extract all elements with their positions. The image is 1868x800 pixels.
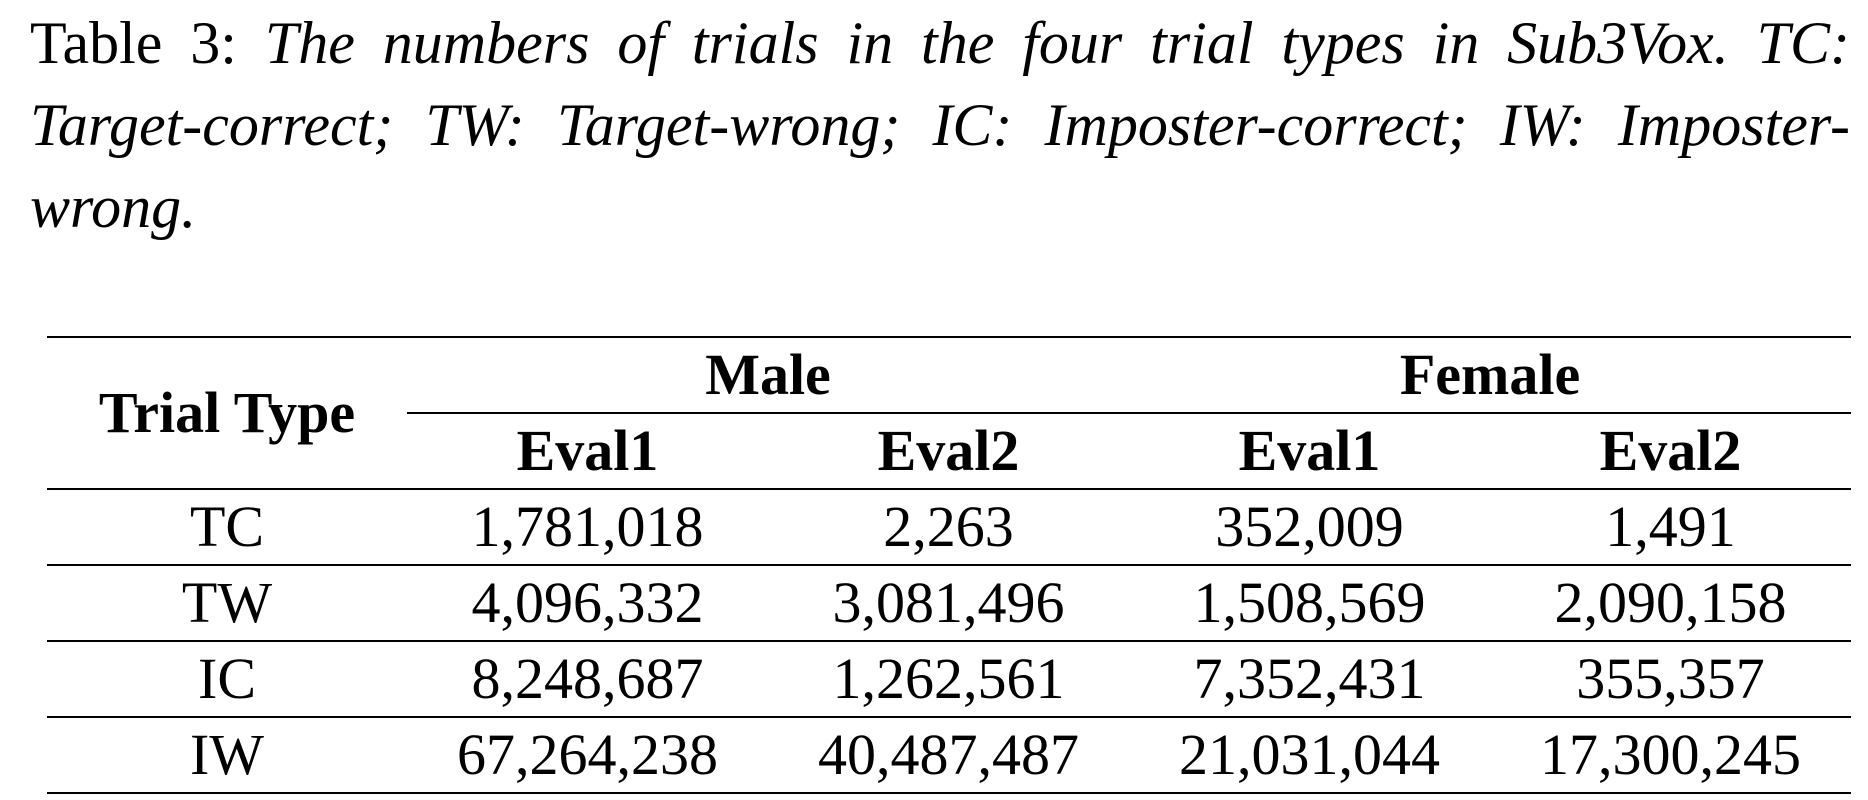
value-cell: 7,352,431 xyxy=(1129,640,1491,717)
header-row-groups: Trial Type Male Female xyxy=(47,336,1852,489)
caption-label: Table 3: xyxy=(30,10,237,76)
subheader-male-eval1: Eval1 xyxy=(516,418,659,483)
value-cell: 2,090,158 xyxy=(1490,564,1852,641)
value-cell: 355,357 xyxy=(1490,640,1852,717)
header-row-evals: Eval1 Eval2 Eval1 Eval2 xyxy=(47,413,1851,489)
value-cell: 2,263 xyxy=(768,488,1130,565)
value-cell: 8,248,687 xyxy=(407,640,768,717)
table-caption: Table 3: The numbers of trials in the fo… xyxy=(30,2,1850,248)
value-cell: 1,262,561 xyxy=(768,640,1130,717)
table-row: IW 67,264,238 40,487,487 21,031,044 17,3… xyxy=(47,716,1852,794)
table-row: TC 1,781,018 2,263 352,009 1,491 xyxy=(47,488,1852,565)
value-cell: 1,508,569 xyxy=(1129,564,1491,641)
row-header-trial-type: Trial Type xyxy=(47,336,407,489)
subheader-female-eval2: Eval2 xyxy=(1599,418,1742,483)
value-cell: 67,264,238 xyxy=(407,716,768,794)
trial-type-cell: TC xyxy=(47,488,407,565)
caption-text: The numbers of trials in the four trial … xyxy=(30,10,1851,240)
group-header-female: Female xyxy=(1129,336,1852,414)
value-cell: 1,781,018 xyxy=(407,488,768,565)
trial-type-cell: IW xyxy=(47,716,407,794)
value-cell: 4,096,332 xyxy=(407,564,768,641)
table-row: IC 8,248,687 1,262,561 7,352,431 355,357 xyxy=(47,640,1852,717)
trial-type-cell: IC xyxy=(47,640,407,717)
value-cell: 17,300,245 xyxy=(1490,716,1852,794)
subheader-male-eval2: Eval2 xyxy=(877,418,1020,483)
group-header-male: Male xyxy=(407,336,1130,414)
trial-type-cell: TW xyxy=(47,564,407,641)
value-cell: 21,031,044 xyxy=(1129,716,1491,794)
value-cell: 352,009 xyxy=(1129,488,1491,565)
subheader-female-eval1: Eval1 xyxy=(1238,418,1381,483)
table-row: TW 4,096,332 3,081,496 1,508,569 2,090,1… xyxy=(47,564,1852,641)
trials-table: Trial Type Male Female Eval1 Eval2 Eval1… xyxy=(47,336,1852,794)
value-cell: 3,081,496 xyxy=(768,564,1130,641)
value-cell: 1,491 xyxy=(1490,488,1852,565)
value-cell: 40,487,487 xyxy=(768,716,1130,794)
